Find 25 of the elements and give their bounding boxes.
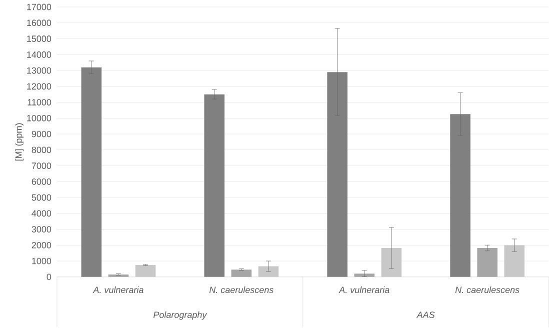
y-axis-title: [M] (ppm) (15, 123, 24, 161)
y-tick-label: 3000 (32, 226, 52, 233)
y-tick-label: 4000 (32, 210, 52, 217)
x-tick-label: A. vulneraria (338, 286, 390, 294)
y-tick-label: 9000 (32, 130, 52, 138)
y-tick-label: 1000 (32, 258, 52, 264)
text: AAS (416, 312, 435, 318)
y-tick-label: 17000 (27, 4, 52, 10)
y-tick-label: 16000 (27, 20, 52, 26)
y-tick-label: 14000 (27, 52, 52, 58)
y-tick-label: 5000 (32, 194, 52, 201)
y-tick-label: 7000 (32, 162, 52, 170)
y-tick-label: 11000 (28, 99, 52, 106)
text: Polarography (153, 311, 208, 320)
y-tick-label: 12000 (27, 83, 52, 90)
x-tick-label: N. caerulescens (455, 286, 520, 294)
y-tick-label: 13000 (27, 67, 52, 74)
x-tick-label: N. caerulescens (209, 286, 274, 294)
y-tick-label: 0 (46, 274, 52, 280)
y-tick-label: 10000 (27, 115, 52, 122)
x-tick-label: A. vulneraria (92, 286, 144, 294)
y-tick-label: 15000 (27, 36, 52, 42)
y-tick-label: 8000 (32, 146, 52, 154)
y-tick-label: 2000 (32, 242, 52, 248)
y-tick-label: 6000 (32, 178, 52, 185)
